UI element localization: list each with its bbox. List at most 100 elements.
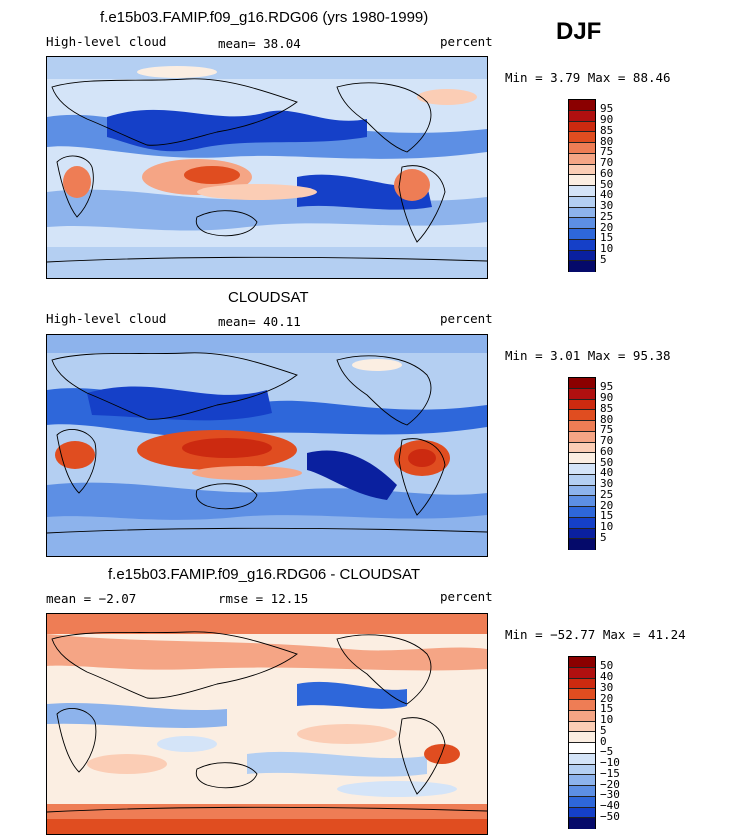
panel2-title: CLOUDSAT [228,289,309,306]
panel2-tick: 75 [600,423,614,437]
panel3-colorbar-swatch [569,657,595,668]
panel3-tick: −50 [600,809,620,823]
panel1-colorbar-swatch [569,239,595,251]
panel2-mean-label: mean= 40.11 [218,314,301,329]
panel2-colorbar [568,377,596,550]
panel3-tick: −20 [600,777,620,791]
panel2-tick: 80 [600,412,614,426]
panel1-tick: 75 [600,145,614,159]
panel2-colorbar-swatch [569,410,595,421]
panel2-tick: 40 [600,466,614,480]
panel3-colorbar-swatch [569,743,595,754]
panel1-tick: 60 [600,166,614,180]
panel2-colorbar-swatch [569,399,595,411]
panel3-tick: 50 [600,659,614,673]
panel3-tick: 10 [600,713,614,726]
panel2-units-label: percent [440,311,493,326]
panel2-colorbar-swatch [569,485,595,497]
panel2-map [46,334,488,557]
panel3-tick: 15 [600,702,614,716]
panel2-tick: 20 [600,498,614,512]
panel2-colorbar-swatch [569,388,595,400]
panel3-colorbar [568,656,596,829]
panel3-colorbar-swatch [569,753,595,765]
panel3-colorbar-swatch [569,721,595,733]
panel1-tick: 95 [600,102,614,116]
panel3-colorbar-swatch [569,732,595,743]
panel2-tick: 50 [600,455,614,469]
panel2-variable-label: High-level cloud [46,311,167,326]
panel1-units-label: percent [440,34,493,49]
panel2-colorbar-swatch [569,474,595,486]
panel3-tick: 30 [600,680,614,694]
panel2-colorbar-swatch [569,378,595,389]
season-label: DJF [556,18,602,45]
panel1-tick: 5 [600,252,607,266]
panel3-tick: 0 [600,734,607,748]
panel1-colorbar-swatch [569,132,595,143]
panel3-colorbar-swatch [569,667,595,679]
panel1-colorbar [568,99,596,272]
panel3-colorbar-swatch [569,796,595,808]
panel1-tick: 10 [600,242,614,255]
panel1-tick: 70 [600,156,614,169]
panel2-colorbar-swatch [569,421,595,432]
panel2-tick: 85 [600,401,614,415]
panel2-tick: 15 [600,509,614,523]
panel2-tick: 10 [600,520,614,533]
panel3-mean-label: mean = −2.07 [46,591,137,606]
panel3-colorbar-swatch [569,710,595,722]
panel2-colorbar-swatch [569,496,595,507]
panel2-colorbar-swatch [569,507,595,518]
panel1-colorbar-swatch [569,218,595,229]
panel1-tick: 50 [600,177,614,191]
panel1-tick: 40 [600,188,614,202]
panel2-tick: 25 [600,487,614,501]
panel2-tick: 30 [600,477,614,490]
panel2-colorbar-swatch [569,442,595,454]
panel1-colorbar-swatch [569,229,595,240]
panel1-colorbar-swatch [569,261,595,272]
panel2-colorbar-swatch [569,528,595,540]
panel1-variable-label: High-level cloud [46,34,167,49]
panel1-colorbar-swatch [569,196,595,208]
panel2-tick: 60 [600,444,614,458]
panel2-colorbar-swatch [569,539,595,550]
panel3-colorbar-swatch [569,764,595,776]
panel2-minmax-label: Min = 3.01 Max = 95.38 [505,348,671,363]
panel1-colorbar-swatch [569,175,595,186]
panel2-colorbar-swatch [569,431,595,443]
panel2-tick: 5 [600,530,607,544]
panel1-tick: 15 [600,231,614,245]
panel3-tick: 5 [600,723,607,737]
panel2-colorbar-swatch [569,464,595,475]
panel3-tick: −30 [600,788,620,802]
panel1-colorbar-swatch [569,164,595,176]
panel1-colorbar-swatch [569,121,595,133]
panel1-minmax-label: Min = 3.79 Max = 88.46 [505,70,671,85]
panel2-tick: 70 [600,434,614,447]
panel3-colorbar-swatch [569,786,595,797]
panel3-units-label: percent [440,589,493,604]
panel1-colorbar-swatch [569,207,595,219]
panel1-colorbar-swatch [569,153,595,165]
panel3-tick: −40 [600,799,620,812]
panel3-tick: −10 [600,756,620,769]
panel2-colorbar-swatch [569,453,595,464]
panel1-tick: 85 [600,123,614,137]
panel3-colorbar-swatch [569,775,595,786]
panel3-colorbar-swatch [569,689,595,700]
panel1-tick: 90 [600,113,614,126]
panel1-tick: 25 [600,209,614,223]
panel2-colorbar-swatch [569,517,595,529]
panel3-colorbar-swatch [569,678,595,690]
panel3-rmse-label: rmse = 12.15 [218,591,309,606]
panel1-colorbar-swatch [569,250,595,262]
panel3-colorbar-swatch [569,700,595,711]
panel3-minmax-label: Min = −52.77 Max = 41.24 [505,627,686,642]
panel3-tick: 20 [600,691,614,705]
panel2-tick: 95 [600,380,614,394]
panel1-tick: 20 [600,220,614,234]
panel3-tick: 40 [600,670,614,683]
panel2-tick: 90 [600,391,614,404]
